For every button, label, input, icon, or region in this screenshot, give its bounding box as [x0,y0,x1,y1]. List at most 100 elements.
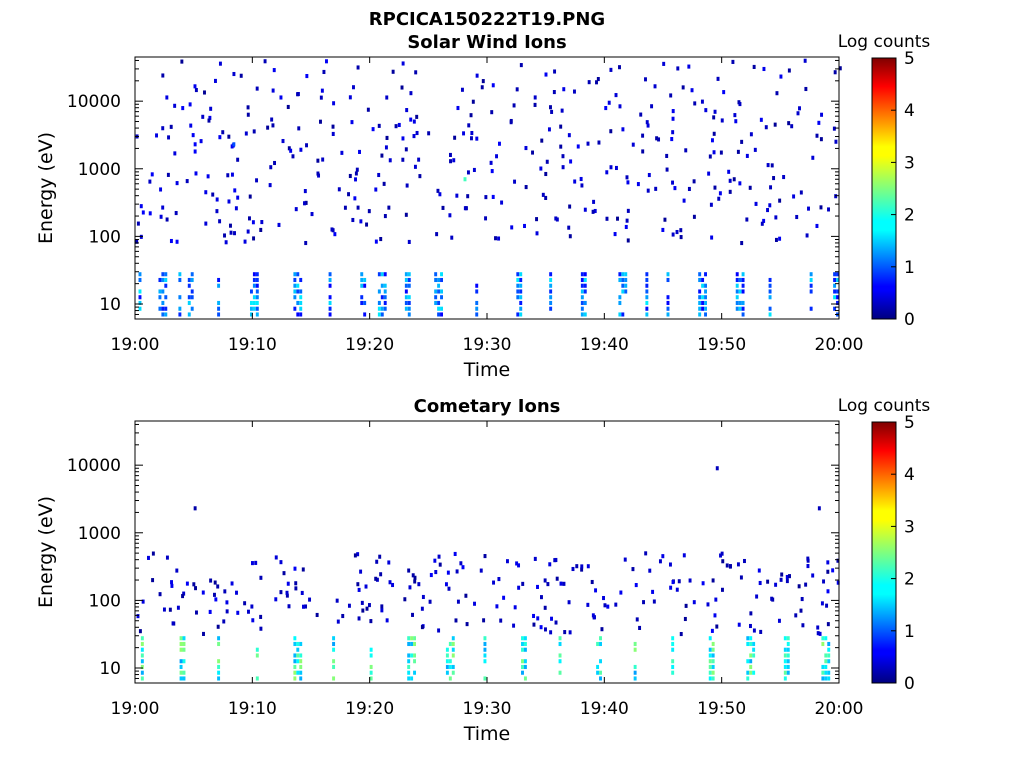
heatmap-cell [706,602,710,607]
heatmap-cell [569,159,573,164]
heatmap-cell [255,647,259,652]
heatmap-cell [217,300,221,306]
heatmap-cell [766,163,770,168]
heatmap-cell [377,272,381,277]
heatmap-cell [315,612,319,618]
heatmap-cell [711,647,715,652]
heatmap-cell [235,590,238,595]
heatmap-cell [187,312,191,317]
heatmap-cell [500,200,504,205]
heatmap-cell [599,659,602,664]
heatmap-cell [575,564,579,569]
heatmap-cell [645,306,649,311]
heatmap-cell [190,272,194,277]
heatmap-cell [752,628,756,633]
heatmap-cell [519,272,523,277]
heatmap-cell [524,185,528,190]
heatmap-cell [483,676,487,681]
heatmap-cell [380,306,384,311]
heatmap-cell [752,670,756,675]
heatmap-cell [677,579,681,584]
heatmap-cell [780,572,784,577]
heatmap-cell [360,295,364,300]
heatmap-cell [451,647,455,652]
heatmap-cell [711,578,715,583]
heatmap-cell [348,95,352,100]
heatmap-cell [711,664,715,670]
heatmap-cell [666,272,670,277]
heatmap-cell [328,277,332,283]
heatmap-cell [671,130,675,135]
heatmap-cell [708,670,712,675]
heatmap-cell [225,600,229,605]
heatmap-cell [251,220,255,225]
heatmap-cell [353,196,357,201]
heatmap-cell [768,306,772,311]
heatmap-cell [475,289,479,294]
heatmap-cell [138,272,142,277]
heatmap-cell [648,568,652,573]
heatmap-cell [331,124,335,129]
heatmap-cell [450,235,454,240]
colorbar-tick-label: 5 [904,413,915,433]
heatmap-cell [387,205,391,210]
heatmap-cell [475,283,479,288]
heatmap-cell [645,295,649,300]
heatmap-cell [162,607,166,612]
heatmap-cell [173,103,177,108]
heatmap-cell [363,283,367,288]
heatmap-cell [741,312,745,317]
heatmap-cell [451,653,455,658]
heatmap-cell [404,277,408,283]
heatmap-cell [369,670,373,675]
heatmap-cell [586,602,590,607]
heatmap-cell [355,167,359,172]
heatmap-cell [711,138,714,143]
heatmap-cell [671,641,675,647]
heatmap-cell [448,213,452,218]
heatmap-cell [369,664,373,670]
heatmap-cell [360,600,364,605]
heatmap-cell [463,177,467,182]
heatmap-cell [159,187,163,192]
heatmap-cell [513,605,517,610]
heatmap-cell [549,295,553,300]
heatmap-cell [161,277,165,283]
heatmap-cell [380,604,384,609]
heatmap-cell [752,64,756,69]
heatmap-cell [179,636,183,641]
heatmap-cell [824,670,828,675]
heatmap-cells [135,58,842,317]
heatmap-cell [521,664,524,670]
heatmap-cell [379,572,383,577]
heatmap-cell [549,105,552,110]
heatmap-cell [661,554,665,559]
heatmap-cell [293,641,297,647]
heatmap-cell [337,187,341,192]
heatmap-cell [190,289,194,294]
heatmap-cell [519,312,523,317]
heatmap-cell [255,306,259,311]
heatmap-cell [375,577,379,582]
heatmap-cell [708,676,712,681]
heatmap-cell [328,295,332,300]
heatmap-cell [158,289,162,294]
heatmap-cell [221,130,225,135]
heatmap-cell [296,272,300,277]
heatmap-cell [321,157,325,162]
heatmap-cell [437,306,441,311]
heatmap-cell [475,300,479,306]
heatmap-cell [568,630,572,635]
heatmap-cell [407,676,411,681]
heatmap-cell [401,157,405,162]
heatmap-cell [639,112,643,117]
heatmap-cell [434,272,438,277]
heatmap-cell [273,160,276,166]
heatmap-cell [806,556,810,561]
heatmap-cell [164,277,168,283]
heatmap-cell [232,71,236,77]
heatmap-cell [178,272,182,277]
heatmap-cell [407,636,411,641]
heatmap-cell [825,603,829,608]
heatmap-cell [824,676,828,681]
